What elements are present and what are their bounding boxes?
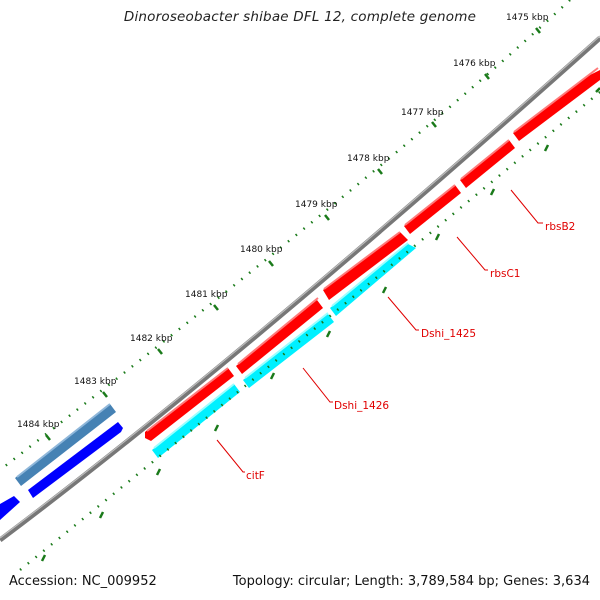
major-tick xyxy=(213,304,219,311)
inner-major-ticks xyxy=(40,87,600,562)
reverse-gene-arrow xyxy=(15,404,116,486)
major-tick xyxy=(268,260,274,267)
gene-label-rbsC1: rbsC1 xyxy=(490,268,520,280)
major-tick xyxy=(377,168,383,175)
reverse-gene-arrow xyxy=(152,384,240,458)
major-tick xyxy=(434,233,441,241)
kbp-label: 1481 kbp xyxy=(185,290,228,300)
leader-line xyxy=(510,189,543,224)
reverse-gene-arrow xyxy=(330,244,416,316)
major-tick xyxy=(431,121,437,128)
leader-line xyxy=(387,296,419,331)
kbp-label: 1476 kbp xyxy=(453,59,496,69)
forward-gene-arrow xyxy=(460,140,515,188)
major-tick xyxy=(484,73,490,80)
map-title: Dinoroseobacter shibae DFL 12, complete … xyxy=(123,9,477,25)
leader-line xyxy=(216,439,245,473)
kbp-labels: 1475 kbp 1476 kbp 1477 kbp 1478 kbp 1479… xyxy=(17,13,549,430)
reverse-genes xyxy=(152,242,416,458)
kbp-label: 1477 kbp xyxy=(401,108,444,118)
major-tick xyxy=(535,27,541,34)
major-tick xyxy=(213,424,220,432)
kbp-label: 1478 kbp xyxy=(347,154,390,164)
reverse-gene-arrow xyxy=(0,496,20,520)
kbp-label: 1482 kbp xyxy=(130,334,173,344)
forward-gene-arrow xyxy=(236,300,323,374)
major-tick xyxy=(595,87,600,93)
forward-gene-arrow xyxy=(513,70,600,141)
major-tick xyxy=(98,511,105,519)
major-tick xyxy=(40,554,47,562)
label-leaders xyxy=(216,189,543,473)
major-tick xyxy=(324,214,330,221)
accession-label: Accession: NC_009952 xyxy=(9,574,157,589)
major-tick xyxy=(155,468,162,476)
outer-major-ticks xyxy=(45,27,541,441)
major-tick xyxy=(489,188,496,196)
major-tick xyxy=(381,286,388,294)
forward-gene-arrow xyxy=(404,185,461,234)
forward-gene-arrow xyxy=(323,232,408,300)
reverse-gene-arrow xyxy=(28,422,123,498)
major-tick xyxy=(269,372,276,380)
kbp-label: 1479 kbp xyxy=(295,200,338,210)
kbp-label: 1475 kbp xyxy=(506,13,549,23)
genome-summary: Topology: circular; Length: 3,789,584 bp… xyxy=(232,574,590,589)
leader-line xyxy=(302,367,333,403)
gene-label-dshi-1425: Dshi_1425 xyxy=(421,328,476,340)
inner-tick-ring xyxy=(19,91,600,571)
leader-line xyxy=(456,236,488,271)
major-tick xyxy=(157,348,163,355)
kbp-label: 1480 kbp xyxy=(240,245,283,255)
kbp-label: 1484 kbp xyxy=(17,420,60,430)
genome-backbone xyxy=(0,35,600,542)
kbp-label: 1483 kbp xyxy=(74,377,117,387)
major-tick xyxy=(325,330,332,338)
gene-label-dshi-1426: Dshi_1426 xyxy=(334,400,389,412)
major-tick xyxy=(102,391,108,398)
gene-label-rbsB2: rbsB2 xyxy=(545,221,575,233)
gene-labels: rbsB2 rbsC1 Dshi_1425 Dshi_1426 citF xyxy=(246,221,575,482)
major-tick xyxy=(45,434,51,441)
forward-gene-arrow xyxy=(145,368,234,441)
forward-genes xyxy=(145,67,600,441)
major-tick xyxy=(543,144,550,152)
reverse-gene-arrow xyxy=(243,314,334,388)
outer-tick-ring xyxy=(0,0,571,471)
gene-label-citF: citF xyxy=(246,470,265,482)
left-genes xyxy=(0,403,123,520)
